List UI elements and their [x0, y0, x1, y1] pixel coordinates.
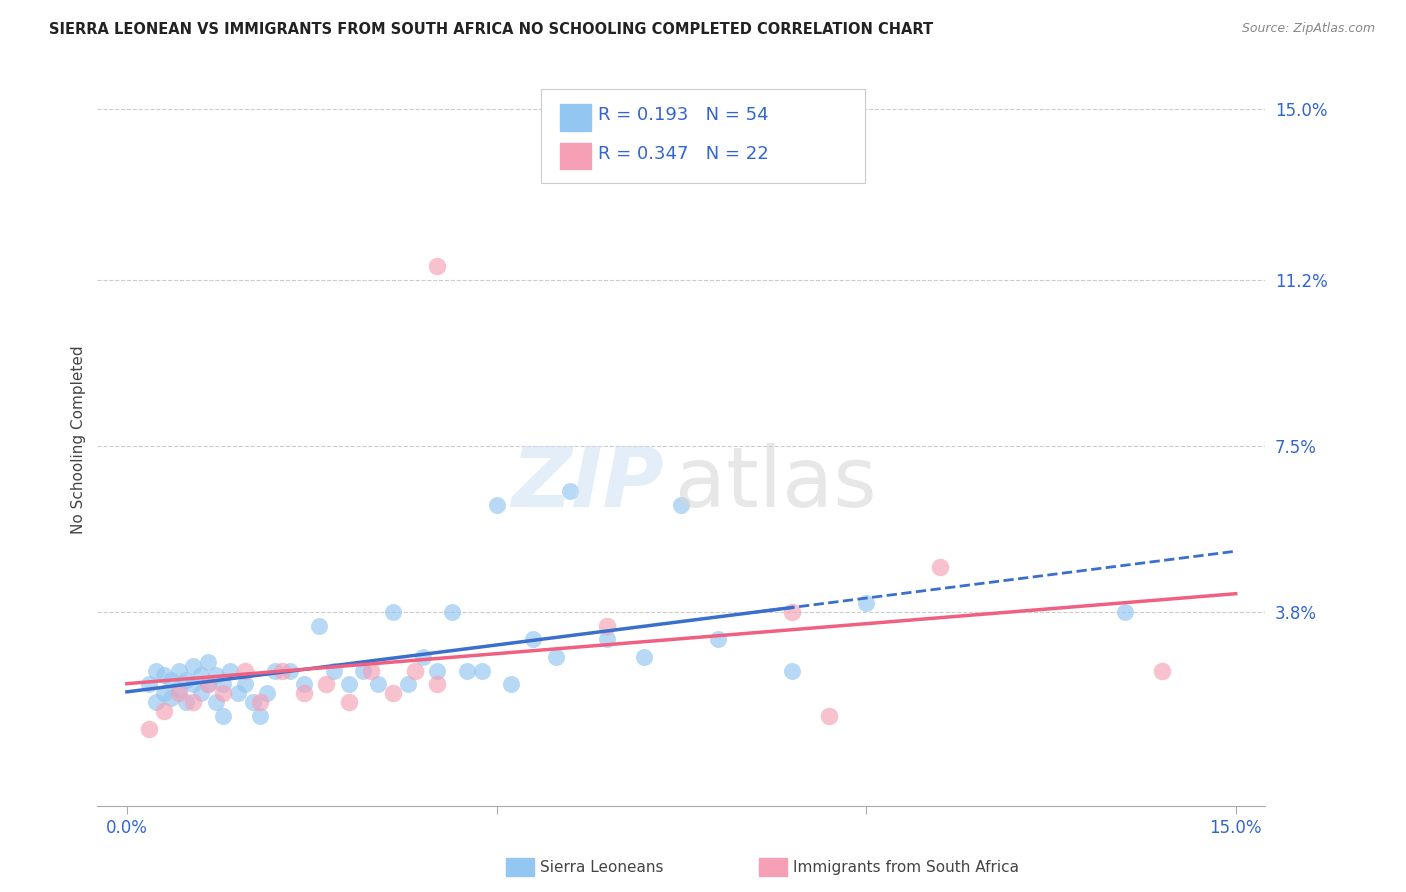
Point: [167, 681, 190, 696]
Point: [204, 668, 226, 682]
Point: [183, 695, 205, 709]
Point: [855, 596, 877, 610]
Point: [271, 664, 294, 678]
Point: [153, 704, 176, 718]
Point: [226, 686, 249, 700]
Point: [360, 664, 382, 678]
Point: [780, 664, 803, 678]
Point: [249, 708, 271, 723]
Point: [190, 686, 212, 700]
Point: [167, 686, 190, 700]
Point: [145, 695, 167, 709]
Point: [456, 664, 478, 678]
Point: [263, 664, 285, 678]
Text: Sierra Leoneans: Sierra Leoneans: [540, 860, 664, 874]
Point: [174, 695, 197, 709]
Point: [322, 664, 344, 678]
Y-axis label: No Schooling Completed: No Schooling Completed: [72, 345, 86, 533]
Point: [671, 498, 693, 512]
Point: [256, 686, 278, 700]
Point: [197, 677, 219, 691]
Point: [278, 664, 301, 678]
Text: Immigrants from South Africa: Immigrants from South Africa: [793, 860, 1019, 874]
Point: [560, 483, 582, 498]
Point: [197, 655, 219, 669]
Point: [426, 677, 449, 691]
Point: [292, 677, 315, 691]
Point: [204, 695, 226, 709]
Point: [145, 664, 167, 678]
Point: [780, 606, 803, 620]
Point: [633, 650, 655, 665]
Text: SIERRA LEONEAN VS IMMIGRANTS FROM SOUTH AFRICA NO SCHOOLING COMPLETED CORRELATIO: SIERRA LEONEAN VS IMMIGRANTS FROM SOUTH …: [49, 22, 934, 37]
Point: [707, 632, 730, 647]
Point: [382, 686, 405, 700]
Point: [315, 677, 337, 691]
Point: [1114, 606, 1136, 620]
Point: [153, 686, 176, 700]
Point: [485, 498, 508, 512]
Point: [183, 677, 205, 691]
Point: [596, 619, 619, 633]
Point: [337, 695, 360, 709]
Point: [308, 619, 330, 633]
Point: [426, 260, 449, 274]
Point: [367, 677, 389, 691]
Point: [818, 708, 841, 723]
Text: atlas: atlas: [675, 442, 877, 524]
Point: [212, 708, 235, 723]
Point: [212, 677, 235, 691]
Point: [353, 664, 375, 678]
Point: [522, 632, 544, 647]
Point: [441, 606, 464, 620]
Point: [183, 659, 205, 673]
Point: [471, 664, 494, 678]
Point: [197, 677, 219, 691]
Text: Source: ZipAtlas.com: Source: ZipAtlas.com: [1241, 22, 1375, 36]
Point: [174, 673, 197, 687]
Point: [219, 664, 242, 678]
Point: [233, 677, 256, 691]
Text: R = 0.193   N = 54: R = 0.193 N = 54: [598, 106, 768, 124]
Point: [138, 723, 160, 737]
Point: [153, 668, 176, 682]
Point: [242, 695, 264, 709]
Point: [292, 686, 315, 700]
Point: [190, 668, 212, 682]
Point: [160, 673, 183, 687]
Point: [404, 664, 426, 678]
Point: [233, 664, 256, 678]
Text: R = 0.347   N = 22: R = 0.347 N = 22: [598, 145, 768, 163]
Point: [412, 650, 434, 665]
Point: [501, 677, 523, 691]
Point: [160, 690, 183, 705]
Point: [596, 632, 619, 647]
Point: [1150, 664, 1173, 678]
Point: [929, 560, 952, 574]
Point: [426, 664, 449, 678]
Point: [249, 695, 271, 709]
Point: [544, 650, 567, 665]
Text: ZIP: ZIP: [512, 442, 664, 524]
Point: [396, 677, 419, 691]
Point: [212, 686, 235, 700]
Point: [337, 677, 360, 691]
Point: [382, 606, 405, 620]
Point: [138, 677, 160, 691]
Point: [167, 664, 190, 678]
